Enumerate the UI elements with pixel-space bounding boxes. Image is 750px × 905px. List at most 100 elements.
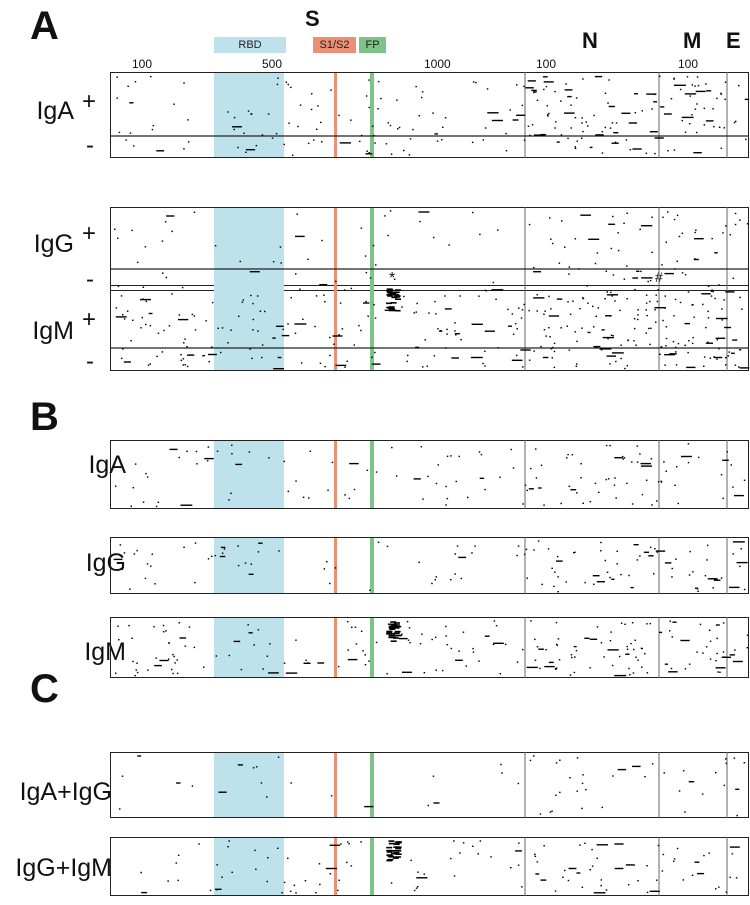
epitope-mark <box>119 808 121 810</box>
epitope-mark <box>388 633 395 635</box>
epitope-mark <box>354 626 357 628</box>
epitope-mark <box>705 326 707 329</box>
epitope-mark <box>165 630 167 632</box>
epitope-mark <box>655 294 657 296</box>
epitope-mark <box>157 501 160 503</box>
epitope-mark <box>118 131 121 134</box>
epitope-mark <box>255 868 257 870</box>
epitope-mark <box>576 872 581 874</box>
epitope-mark <box>555 643 558 646</box>
epitope-mark <box>681 119 683 122</box>
epitope-mark <box>277 77 279 79</box>
epitope-mark <box>614 843 624 845</box>
epitope-mark <box>656 500 658 502</box>
epitope-mark <box>295 273 297 275</box>
epitope-mark <box>340 843 342 845</box>
epitope-mark <box>390 625 397 627</box>
epitope-mark <box>659 353 661 355</box>
panel-a-iga-plus: + <box>82 88 97 115</box>
epitope-mark <box>653 101 658 103</box>
epitope-mark <box>595 347 597 349</box>
epitope-mark <box>664 295 666 297</box>
epitope-mark <box>516 114 526 116</box>
epitope-mark <box>198 843 200 845</box>
epitope-mark <box>441 139 443 141</box>
epitope-mark <box>635 344 637 346</box>
epitope-mark <box>177 854 180 856</box>
epitope-mark <box>209 889 212 892</box>
epitope-mark <box>665 326 668 328</box>
epitope-mark <box>283 662 286 664</box>
epitope-mark <box>116 76 118 78</box>
epitope-mark <box>302 496 305 498</box>
epitope-mark <box>367 315 369 317</box>
epitope-mark <box>347 658 358 661</box>
epitope-mark <box>729 654 735 656</box>
epitope-mark <box>319 284 328 286</box>
epitope-mark <box>499 476 501 478</box>
epitope-mark <box>164 221 167 223</box>
epitope-mark <box>588 238 600 240</box>
epitope-mark <box>531 124 534 126</box>
epitope-mark <box>528 359 531 361</box>
epitope-mark <box>528 488 534 490</box>
epitope-mark <box>636 559 639 561</box>
epitope-mark <box>196 463 198 465</box>
epitope-mark <box>574 146 576 148</box>
epitope-mark <box>142 501 145 503</box>
epitope-mark <box>616 563 618 565</box>
epitope-mark <box>206 460 209 462</box>
epitope-mark <box>713 126 715 128</box>
epitope-mark <box>558 659 561 661</box>
epitope-mark <box>131 229 133 232</box>
epitope-mark <box>600 642 603 644</box>
epitope-mark <box>671 567 673 570</box>
epitope-mark <box>155 657 157 659</box>
epitope-mark <box>280 262 282 264</box>
epitope-mark <box>549 217 551 219</box>
epitope-mark <box>125 139 127 141</box>
epitope-mark <box>580 214 591 216</box>
epitope-mark <box>673 77 675 79</box>
epitope-mark <box>445 504 447 506</box>
epitope-mark <box>418 115 420 117</box>
epitope-mark <box>184 364 186 366</box>
epitope-mark <box>233 116 236 119</box>
epitope-mark <box>651 216 653 218</box>
epitope-mark <box>266 880 268 883</box>
epitope-mark <box>398 126 401 129</box>
epitope-mark <box>517 864 520 866</box>
epitope-mark <box>348 497 351 500</box>
epitope-mark <box>505 150 508 152</box>
epitope-mark <box>401 633 403 635</box>
epitope-mark <box>689 95 691 97</box>
epitope-mark <box>657 289 659 291</box>
epitope-mark <box>568 266 571 268</box>
epitope-mark <box>162 624 165 627</box>
epitope-mark <box>655 321 657 323</box>
tick-s-100: 100 <box>132 57 153 71</box>
epitope-mark <box>372 244 375 247</box>
epitope-mark <box>320 121 322 124</box>
epitope-mark <box>239 260 241 263</box>
epitope-mark <box>500 763 502 766</box>
epitope-mark <box>387 623 397 625</box>
epitope-mark <box>605 889 608 891</box>
epitope-mark <box>654 548 656 550</box>
epitope-mark <box>233 128 235 131</box>
epitope-mark <box>315 892 317 894</box>
epitope-mark <box>176 659 178 661</box>
epitope-mark <box>732 486 734 488</box>
epitope-mark <box>540 464 543 466</box>
epitope-mark <box>228 654 231 657</box>
epitope-mark <box>724 98 726 100</box>
epitope-mark <box>232 126 242 128</box>
epitope-mark <box>693 316 695 318</box>
epitope-mark <box>409 138 412 140</box>
epitope-mark <box>672 621 677 623</box>
epitope-mark <box>459 852 461 854</box>
epitope-mark <box>596 626 599 628</box>
epitope-mark <box>415 346 420 349</box>
epitope-mark <box>397 128 399 130</box>
